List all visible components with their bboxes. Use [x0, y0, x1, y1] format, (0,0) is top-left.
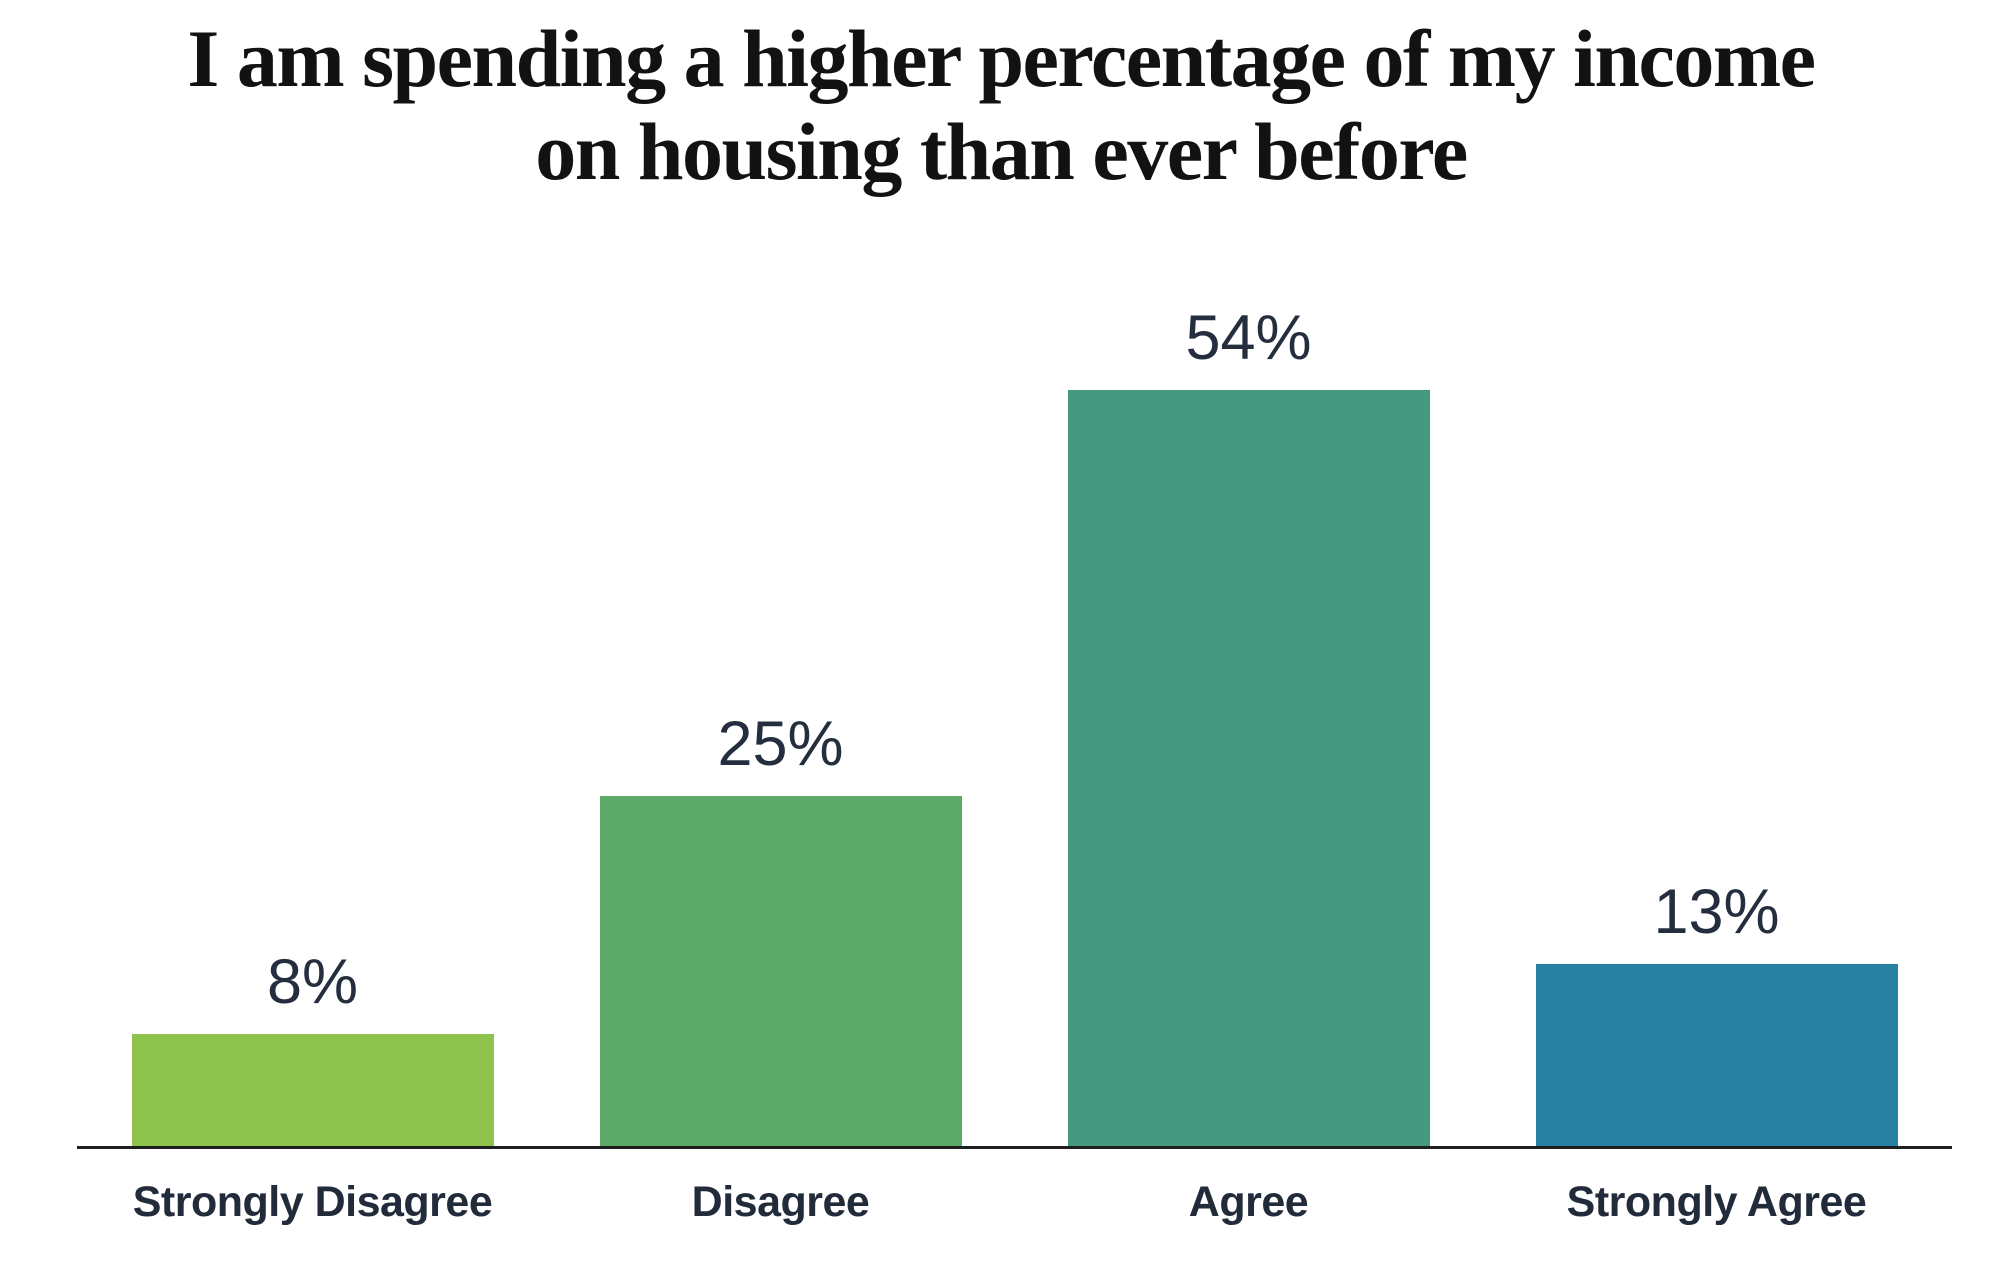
bar-agree: [1067, 390, 1430, 1146]
bar-value-label: 13%: [1653, 877, 1780, 947]
chart-title-line-1: I am spending a higher percentage of my …: [187, 13, 1816, 104]
bar-value-label: 54%: [1185, 303, 1312, 373]
bar-value-label: 25%: [717, 709, 844, 779]
x-axis-label-strongly-agree: Strongly Agree: [1566, 1178, 1867, 1226]
bar-column-strongly-agree: 13%: [1535, 877, 1898, 1146]
bar-value-label: 8%: [266, 947, 359, 1017]
bar-column-agree: 54%: [1067, 303, 1430, 1146]
x-axis-label-agree: Agree: [1188, 1178, 1309, 1226]
bars-row: 8% 25% 54% 13%: [77, 0, 1952, 1146]
chart-title: I am spending a higher percentage of my …: [0, 12, 2002, 199]
plot-area: 8% 25% 54% 13%: [77, 0, 1952, 1149]
bar-disagree: [599, 796, 962, 1146]
chart-title-line-2: on housing than ever before: [535, 106, 1468, 198]
x-axis-label-disagree: Disagree: [691, 1178, 870, 1226]
x-axis-labels-row: Strongly Disagree Disagree Agree Strongly A…: [77, 1178, 1952, 1227]
bar-strongly-disagree: [131, 1034, 494, 1146]
bar-column-strongly-disagree: 8%: [131, 947, 494, 1146]
bar-strongly-agree: [1535, 964, 1898, 1146]
bar-column-disagree: 25%: [599, 709, 962, 1146]
x-axis-label-strongly-disagree: Strongly Disagree: [132, 1178, 493, 1226]
